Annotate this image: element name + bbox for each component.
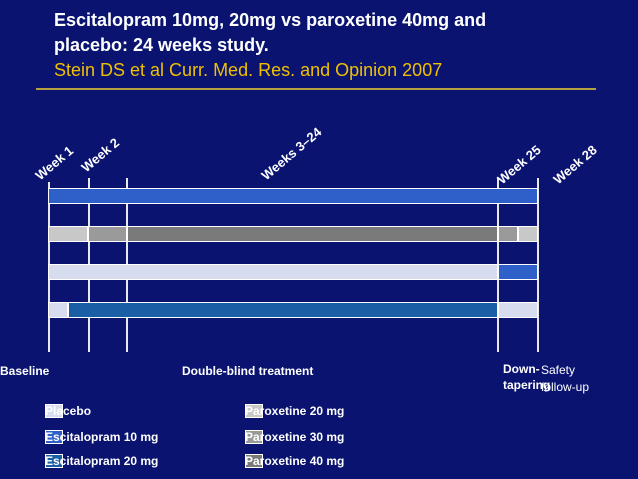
escitalopram-20-swatch — [45, 454, 63, 468]
phase-baseline: Baseline — [0, 364, 50, 378]
escitalopram-10-swatch — [45, 430, 63, 444]
escitalopram-10-bar — [48, 188, 538, 204]
phase-safety-line1: Safety — [541, 363, 576, 377]
phase-down-tapering-line2: tapering — [503, 378, 551, 392]
paroxetine-taper-30-segment — [498, 226, 518, 242]
week-28-line — [537, 178, 539, 352]
weeks-3-24-label: Weeks 3–24 — [258, 124, 325, 183]
escitalopram-20-placebo-week1-segment — [48, 302, 68, 318]
paroxetine-40-legend-label: Paroxetine 40 mg — [245, 454, 345, 468]
citation: Stein DS et al Curr. Med. Res. and Opini… — [54, 60, 443, 80]
slide-title: Escitalopram 10mg, 20mg vs paroxetine 40… — [54, 8, 624, 83]
phase-safety-line2: follow-up — [541, 380, 590, 394]
paroxetine-30-legend-label: Paroxetine 30 mg — [245, 430, 345, 444]
paroxetine-30-week2-segment — [88, 226, 127, 242]
escitalopram-20-taper-placebo-segment — [498, 302, 538, 318]
paroxetine-taper-20-segment — [518, 226, 538, 242]
placebo-legend-label: Placebo — [45, 404, 92, 418]
paroxetine-20-week1-segment — [48, 226, 88, 242]
placebo-segment — [48, 264, 498, 280]
week-2-label: Week 2 — [78, 134, 123, 175]
paroxetine-20-legend-label: Paroxetine 20 mg — [245, 404, 345, 418]
escitalopram-20-segment — [68, 302, 498, 318]
title-line-2: placebo: 24 weeks study. — [54, 35, 269, 55]
paroxetine-40-segment — [127, 226, 498, 242]
week-1-label: Week 1 — [32, 142, 77, 183]
escitalopram-20-legend-label: Escitalopram 20 mg — [45, 454, 159, 468]
phase-down-tapering-line1: Down- — [503, 362, 540, 376]
title-line-1: Escitalopram 10mg, 20mg vs paroxetine 40… — [54, 10, 487, 30]
placebo-swatch — [45, 404, 63, 418]
paroxetine-30-swatch — [245, 430, 263, 444]
week-28-label: Week 28 — [550, 142, 600, 187]
title-divider — [36, 88, 596, 90]
placebo-taper-escitalopram-10-segment — [498, 264, 538, 280]
phase-double-blind: Double-blind treatment — [182, 364, 314, 378]
paroxetine-20-swatch — [245, 404, 263, 418]
paroxetine-40-swatch — [245, 454, 263, 468]
escitalopram-10-legend-label: Escitalopram 10 mg — [45, 430, 159, 444]
